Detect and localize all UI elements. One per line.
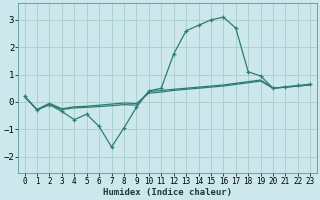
X-axis label: Humidex (Indice chaleur): Humidex (Indice chaleur)	[103, 188, 232, 197]
